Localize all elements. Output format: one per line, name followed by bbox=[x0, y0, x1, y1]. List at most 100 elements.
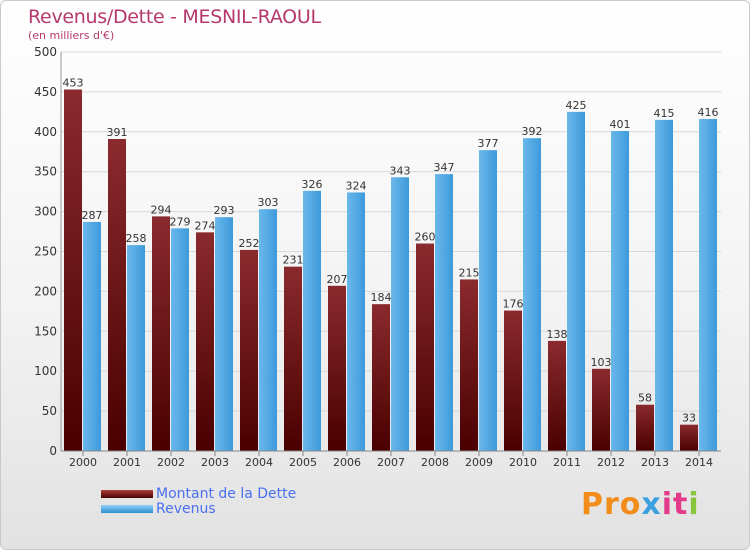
data-label-debt: 260 bbox=[415, 231, 436, 244]
x-tick-label: 2013 bbox=[641, 456, 669, 469]
y-tick-label: 200 bbox=[34, 284, 57, 298]
bar-debt-2003 bbox=[196, 232, 214, 451]
data-label-debt: 58 bbox=[638, 392, 652, 405]
bar-debt-2009 bbox=[460, 279, 478, 451]
y-tick-label: 150 bbox=[34, 324, 57, 338]
logo-part-3: it bbox=[661, 487, 689, 522]
bar-debt-2001 bbox=[108, 138, 126, 451]
bar-debt-2004 bbox=[240, 249, 258, 451]
data-label-revenue: 425 bbox=[566, 99, 587, 112]
data-label-revenue: 279 bbox=[170, 215, 191, 228]
y-tick-label: 400 bbox=[34, 125, 57, 139]
y-tick-label: 300 bbox=[34, 205, 57, 219]
x-tick-label: 2004 bbox=[245, 456, 273, 469]
data-label-debt: 453 bbox=[63, 77, 84, 90]
bar-debt-2012 bbox=[592, 368, 610, 451]
x-tick-label: 2002 bbox=[157, 456, 185, 469]
bar-debt-2000 bbox=[64, 89, 82, 452]
data-label-revenue: 401 bbox=[610, 118, 631, 131]
x-tick-label: 2000 bbox=[69, 456, 97, 469]
bar-revenue-2012 bbox=[611, 131, 629, 451]
x-tick-label: 2008 bbox=[421, 456, 449, 469]
bar-revenue-2004 bbox=[259, 209, 277, 451]
data-label-debt: 391 bbox=[107, 126, 128, 139]
bar-revenue-2006 bbox=[347, 192, 365, 451]
x-tick-label: 2011 bbox=[553, 456, 581, 469]
y-tick-label: 100 bbox=[34, 364, 57, 378]
y-tick-label: 50 bbox=[42, 404, 57, 418]
y-axis: 0 50 100 150 200 250 300 350 400 450 500 bbox=[34, 45, 62, 458]
data-label-revenue: 303 bbox=[258, 196, 279, 209]
data-label-revenue: 258 bbox=[126, 232, 147, 245]
x-tick-label: 2003 bbox=[201, 456, 229, 469]
proxiti-logo: Proxiti bbox=[581, 487, 700, 522]
data-label-debt: 184 bbox=[371, 291, 392, 304]
y-tick-label: 350 bbox=[34, 165, 57, 179]
data-label-revenue: 293 bbox=[214, 204, 235, 217]
bar-revenue-2011 bbox=[567, 111, 585, 451]
data-label-debt: 138 bbox=[547, 328, 568, 341]
bar-revenue-2003 bbox=[215, 217, 233, 451]
y-tick-label: 500 bbox=[34, 45, 57, 59]
bar-debt-2006 bbox=[328, 285, 346, 451]
data-label-revenue: 343 bbox=[390, 164, 411, 177]
data-label-debt: 207 bbox=[327, 273, 348, 286]
bar-revenue-2009 bbox=[479, 150, 497, 452]
bar-revenue-2014 bbox=[699, 119, 717, 452]
bar-debt-2005 bbox=[284, 266, 302, 451]
bar-debt-2008 bbox=[416, 243, 434, 451]
legend-label-revenue: Revenus bbox=[156, 501, 216, 517]
data-label-revenue: 287 bbox=[82, 209, 103, 222]
x-axis: 2000 2001 2002 2003 2004 2005 2006 2007 2008 2009… bbox=[61, 450, 721, 469]
data-label-debt: 252 bbox=[239, 237, 260, 250]
x-tick-label: 2012 bbox=[597, 456, 625, 469]
data-label-debt: 294 bbox=[151, 203, 172, 216]
bar-revenue-2005 bbox=[303, 190, 321, 452]
data-label-debt: 215 bbox=[459, 266, 480, 279]
x-tick-label: 2005 bbox=[289, 456, 317, 469]
legend-label-debt: Montant de la Dette bbox=[156, 486, 297, 502]
bar-debt-2002 bbox=[152, 216, 170, 451]
bar-revenue-2007 bbox=[391, 177, 409, 451]
bar-revenue-2000 bbox=[83, 221, 101, 451]
data-label-revenue: 326 bbox=[302, 178, 323, 191]
data-label-revenue: 416 bbox=[698, 106, 719, 119]
y-tick-label: 450 bbox=[34, 85, 57, 99]
bar-revenue-2002 bbox=[171, 228, 189, 451]
x-tick-label: 2014 bbox=[685, 456, 713, 469]
bar-debt-2011 bbox=[548, 340, 566, 451]
bars bbox=[64, 89, 717, 452]
bar-revenue-2013 bbox=[655, 119, 673, 451]
data-label-revenue: 415 bbox=[654, 107, 675, 120]
data-label-revenue: 392 bbox=[522, 125, 543, 138]
data-label-debt: 33 bbox=[682, 412, 696, 425]
bar-debt-2010 bbox=[504, 310, 522, 451]
legend-swatch-debt bbox=[101, 490, 153, 498]
data-label-revenue: 347 bbox=[434, 161, 455, 174]
bar-revenue-2008 bbox=[435, 174, 453, 451]
chart-title: Revenus/Dette - MESNIL-RAOUL bbox=[28, 6, 321, 28]
data-label-debt: 274 bbox=[195, 219, 216, 232]
bar-debt-2007 bbox=[372, 304, 390, 451]
x-tick-label: 2007 bbox=[377, 456, 405, 469]
x-tick-label: 2010 bbox=[509, 456, 537, 469]
x-tick-label: 2006 bbox=[333, 456, 361, 469]
legend-swatch-revenue bbox=[101, 505, 153, 513]
data-label-revenue: 377 bbox=[478, 137, 499, 150]
x-tick-label: 2001 bbox=[113, 456, 141, 469]
chart-subtitle: (en milliers d'€) bbox=[28, 29, 115, 42]
data-label-debt: 231 bbox=[283, 254, 304, 267]
bar-debt-2014 bbox=[680, 424, 698, 451]
logo-part-2: x bbox=[641, 487, 662, 522]
bar-revenue-2001 bbox=[127, 245, 145, 451]
y-tick-label: 0 bbox=[49, 444, 57, 458]
bar-debt-2013 bbox=[636, 404, 654, 451]
y-tick-label: 250 bbox=[34, 245, 57, 259]
logo-part-1: Pro bbox=[581, 487, 642, 522]
data-label-debt: 103 bbox=[591, 356, 612, 369]
logo-part-4: i bbox=[688, 487, 700, 522]
data-label-revenue: 324 bbox=[346, 179, 367, 192]
